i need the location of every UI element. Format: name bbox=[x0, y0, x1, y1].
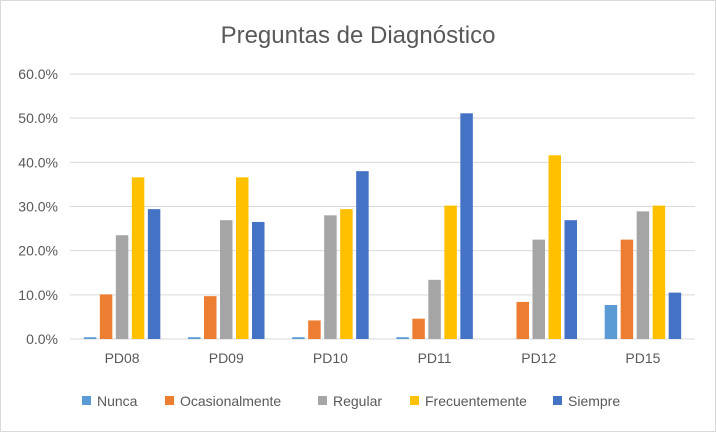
chart-title: Preguntas de Diagnóstico bbox=[221, 22, 496, 49]
bar-siempre-pd12 bbox=[564, 220, 577, 339]
legend-label-siempre: Siempre bbox=[568, 393, 620, 409]
bar-nunca-pd09 bbox=[188, 337, 201, 339]
legend-swatch-nunca bbox=[82, 396, 91, 405]
legend: Nunca Ocasionalmente Regular Frecuentemente… bbox=[82, 393, 620, 409]
bar-regular-pd15 bbox=[636, 211, 650, 339]
legend-swatch-ocasionalmente bbox=[165, 396, 174, 405]
bar-ocasionalmente-pd12 bbox=[516, 301, 529, 339]
legend-label-frecuentemente: Frecuentemente bbox=[425, 393, 527, 409]
bar-ocasionalmente-pd09 bbox=[204, 296, 217, 339]
bar-ocasionalmente-pd15 bbox=[620, 239, 634, 339]
y-tick-label: 40.0% bbox=[18, 154, 58, 170]
legend-swatch-frecuentemente bbox=[410, 396, 419, 405]
bar-regular-pd12 bbox=[532, 239, 545, 339]
bar-frecuentemente-pd12 bbox=[548, 155, 561, 339]
y-tick-label: 30.0% bbox=[18, 199, 58, 215]
x-axis-ticks: PD08 PD09 PD10 PD11 PD12 PD15 bbox=[105, 350, 661, 366]
x-tick-label: PD09 bbox=[209, 350, 244, 366]
bar-nunca-pd08 bbox=[83, 337, 97, 339]
legend-swatch-siempre bbox=[553, 396, 562, 405]
y-tick-label: 10.0% bbox=[18, 287, 58, 303]
legend-swatch-regular bbox=[318, 396, 327, 405]
bar-ocasionalmente-pd10 bbox=[308, 320, 321, 339]
bar-regular-pd11 bbox=[428, 279, 441, 339]
x-tick-label: PD11 bbox=[418, 350, 452, 366]
y-tick-label: 50.0% bbox=[18, 110, 58, 126]
bar-nunca-pd11 bbox=[396, 337, 409, 339]
y-axis-ticks: 0.0% 10.0% 20.0% 30.0% 40.0% 50.0% 60.0% bbox=[18, 66, 58, 347]
bar-ocasionalmente-pd11 bbox=[412, 318, 425, 339]
bar-siempre-pd15 bbox=[668, 292, 682, 339]
bar-siempre-pd11 bbox=[460, 113, 473, 339]
bar-regular-pd10 bbox=[324, 215, 337, 339]
bar-regular-pd09 bbox=[220, 220, 233, 339]
bar-regular-pd08 bbox=[115, 235, 129, 339]
x-tick-label: PD15 bbox=[625, 350, 660, 366]
bar-nunca-pd10 bbox=[292, 337, 305, 339]
bar-siempre-pd10 bbox=[356, 171, 369, 339]
y-tick-label: 20.0% bbox=[18, 243, 58, 259]
x-tick-label: PD08 bbox=[105, 350, 140, 366]
x-tick-label: PD10 bbox=[313, 350, 348, 366]
bar-frecuentemente-pd08 bbox=[131, 177, 145, 339]
bar-nunca-pd15 bbox=[604, 304, 618, 339]
bar-frecuentemente-pd11 bbox=[444, 205, 457, 339]
bars bbox=[83, 113, 682, 339]
x-tick-label: PD12 bbox=[521, 350, 556, 366]
gridlines bbox=[70, 73, 695, 340]
bar-siempre-pd09 bbox=[252, 221, 265, 339]
bar-frecuentemente-pd15 bbox=[652, 205, 666, 339]
bar-ocasionalmente-pd08 bbox=[99, 294, 113, 339]
y-tick-label: 0.0% bbox=[26, 331, 58, 347]
y-tick-label: 60.0% bbox=[18, 66, 58, 82]
legend-label-nunca: Nunca bbox=[97, 393, 138, 409]
legend-label-regular: Regular bbox=[333, 393, 382, 409]
bar-frecuentemente-pd09 bbox=[236, 177, 249, 339]
bar-siempre-pd08 bbox=[147, 209, 161, 339]
bar-frecuentemente-pd10 bbox=[340, 209, 353, 339]
legend-label-ocasionalmente: Ocasionalmente bbox=[180, 393, 281, 409]
